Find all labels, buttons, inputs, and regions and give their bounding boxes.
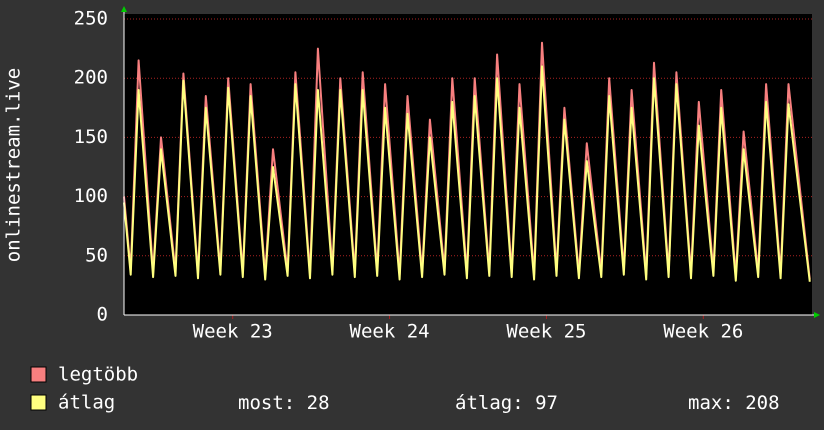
summary-value: 97 — [535, 392, 558, 414]
axis-arrow — [814, 312, 820, 318]
y-axis-label: onlinestream.live — [3, 68, 25, 262]
y-tick-label: 200 — [74, 67, 108, 89]
y-tick-label: 150 — [74, 126, 108, 148]
summary-value: 208 — [745, 392, 779, 414]
summary-label: átlag: — [455, 392, 524, 414]
summary-stat: átlag: 97 — [455, 392, 558, 414]
y-tick-label: 0 — [97, 304, 108, 326]
summary-stat: most: 28 — [238, 392, 330, 414]
series-line — [123, 65, 811, 282]
axis-arrow — [121, 6, 127, 12]
x-tick-label: Week 26 — [663, 321, 743, 343]
x-tick-label: Week 23 — [193, 321, 273, 343]
summary-stat: max: 208 — [688, 392, 780, 414]
x-tick-label: Week 25 — [506, 321, 586, 343]
legend-label: átlag — [58, 392, 115, 414]
x-tick-label: Week 24 — [350, 321, 430, 343]
summary-label: max: — [688, 392, 734, 414]
legend-swatch — [30, 394, 47, 411]
y-tick-label: 100 — [74, 185, 108, 207]
legend-swatch — [30, 366, 47, 383]
y-tick-label: 50 — [85, 244, 108, 266]
y-tick-label: 250 — [74, 8, 108, 30]
legend-label: legtöbb — [58, 364, 138, 386]
summary-value: 28 — [307, 392, 330, 414]
summary-label: most: — [238, 392, 295, 414]
